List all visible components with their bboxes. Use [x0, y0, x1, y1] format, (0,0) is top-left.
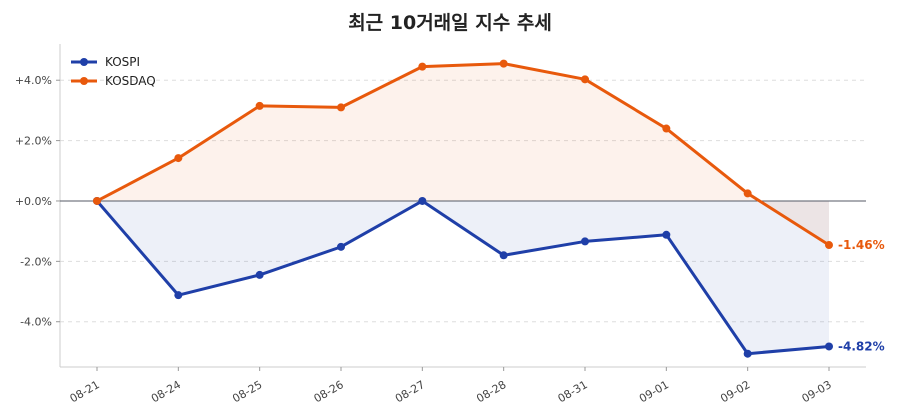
- chart-title: 최근 10거래일 지수 추세: [348, 12, 552, 34]
- y-tick-label: +0.0%: [15, 195, 52, 208]
- x-tick-label: 08-27: [393, 378, 427, 405]
- x-tick-label: 08-21: [68, 378, 102, 405]
- data-point-kospi: [174, 291, 183, 300]
- end-value-label-kosdaq: -1.46%: [838, 238, 885, 252]
- x-tick-label: 08-28: [474, 378, 508, 405]
- y-tick-label: +4.0%: [15, 74, 52, 87]
- data-point-kosdaq: [743, 189, 752, 198]
- x-tick-label: 09-02: [718, 378, 752, 405]
- data-point-kosdaq: [825, 241, 833, 250]
- series-line-kospi: [95, 199, 831, 356]
- legend-marker-kosdaq: [80, 77, 88, 85]
- data-point-kosdaq: [662, 124, 671, 133]
- x-tick-label: 08-31: [556, 378, 590, 405]
- y-tick-label: +2.0%: [15, 135, 52, 148]
- x-tick-label: 08-25: [230, 378, 264, 405]
- data-point-kosdaq: [418, 62, 427, 71]
- data-point-kospi: [255, 270, 264, 279]
- series-area-kosdaq: [97, 63, 829, 246]
- series-line-kosdaq: [95, 62, 831, 247]
- data-point-kospi: [337, 242, 345, 251]
- data-point-kospi: [499, 251, 508, 260]
- data-point-kosdaq: [337, 103, 345, 112]
- x-tick-label: 08-26: [312, 378, 346, 405]
- data-point-kosdaq: [581, 75, 589, 84]
- legend-label-kosdaq: KOSDAQ: [105, 74, 156, 88]
- data-point-kosdaq: [255, 101, 264, 110]
- end-value-label-kospi: -4.82%: [838, 339, 885, 353]
- legend-marker-kospi: [80, 58, 88, 66]
- y-tick-label: -4.0%: [20, 316, 52, 329]
- data-point-kospi: [418, 196, 427, 205]
- x-tick-label: 09-01: [637, 378, 671, 405]
- series-area-kospi: [97, 200, 829, 354]
- data-point-kospi: [825, 342, 833, 351]
- legend-label-kospi: KOSPI: [105, 55, 140, 69]
- x-tick-label: 08-24: [149, 378, 183, 405]
- data-point-kosdaq: [174, 154, 183, 163]
- data-point-kospi: [581, 237, 589, 246]
- data-point-kosdaq: [499, 59, 508, 68]
- x-tick-label: 09-03: [800, 378, 834, 405]
- data-point-kospi: [743, 349, 752, 358]
- data-point-kosdaq: [93, 196, 101, 205]
- y-tick-label: -2.0%: [20, 255, 52, 268]
- data-point-kospi: [662, 230, 671, 239]
